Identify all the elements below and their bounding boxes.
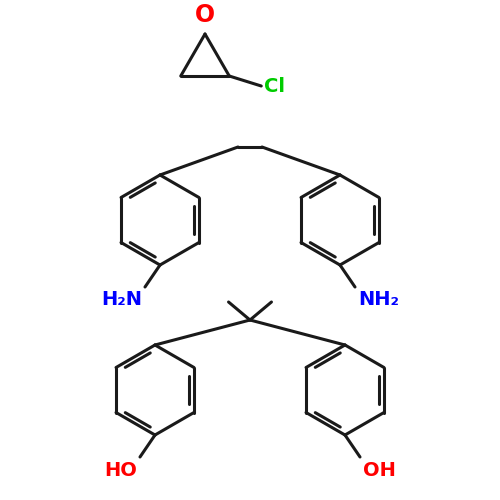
Text: HO: HO bbox=[104, 461, 137, 480]
Text: OH: OH bbox=[363, 461, 396, 480]
Text: NH₂: NH₂ bbox=[358, 290, 399, 309]
Text: Cl: Cl bbox=[264, 78, 285, 96]
Text: H₂N: H₂N bbox=[101, 290, 142, 309]
Text: O: O bbox=[195, 3, 215, 27]
